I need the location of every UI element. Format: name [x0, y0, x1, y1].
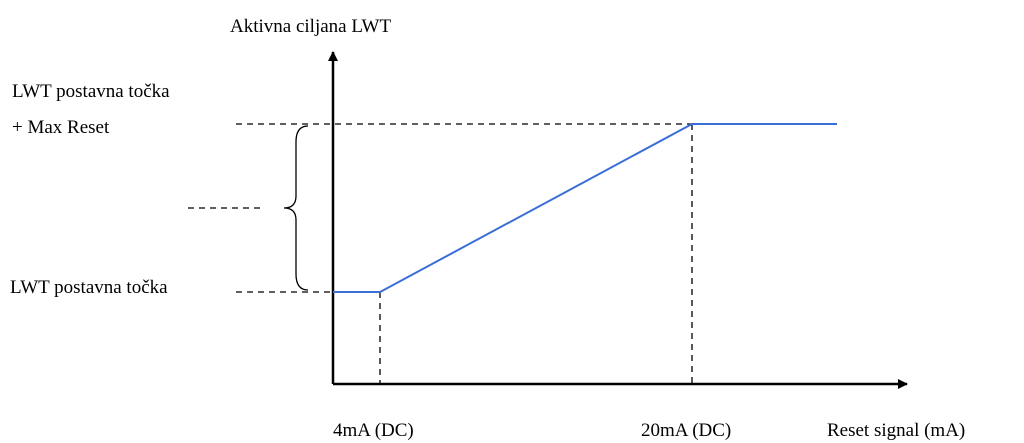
- x-tick-label-20ma: 20mA (DC): [641, 420, 731, 441]
- x-axis-label: Reset signal (mA): [827, 420, 965, 441]
- y-tick-label-bottom: LWT postavna točka: [10, 277, 168, 298]
- y-tick-label-top-line1: LWT postavna točka: [12, 81, 170, 102]
- y-tick-label-top-line2: + Max Reset: [12, 117, 110, 138]
- x-tick-label-4ma: 4mA (DC): [333, 420, 414, 441]
- series-line: [333, 123, 837, 293]
- range-brace: [283, 125, 309, 291]
- y-axis-label: Aktivna ciljana LWT: [230, 16, 391, 37]
